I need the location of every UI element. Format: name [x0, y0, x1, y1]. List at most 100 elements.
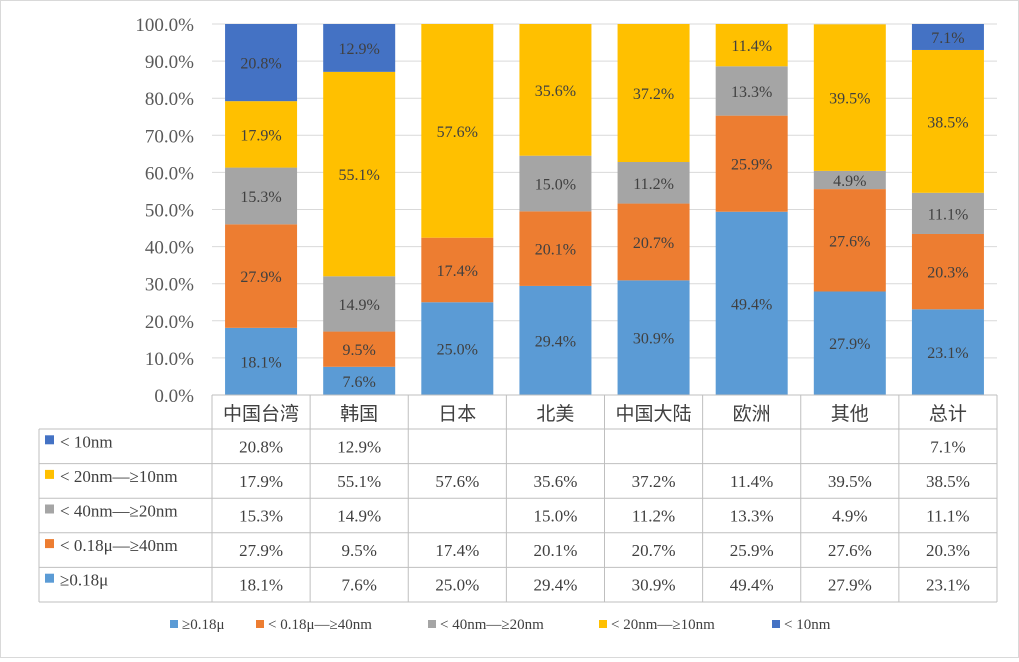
table-cell: 27.9%	[828, 576, 872, 595]
legend-key	[45, 539, 54, 549]
table-cell: 17.4%	[435, 541, 479, 560]
data-label: 15.3%	[240, 189, 281, 206]
y-tick-label: 60.0%	[145, 163, 194, 184]
data-label: 14.9%	[339, 297, 380, 314]
table-cell: 7.6%	[341, 576, 376, 595]
data-label: 7.6%	[343, 374, 376, 391]
bar-segment	[617, 162, 690, 204]
data-label: 13.3%	[731, 84, 772, 101]
data-label: 20.1%	[535, 242, 576, 259]
table-cell: 4.9%	[832, 507, 867, 526]
table-cell: 18.1%	[239, 576, 283, 595]
table-cell: 27.9%	[239, 541, 283, 560]
data-label: 30.9%	[633, 331, 674, 348]
table-cell: 23.1%	[926, 576, 970, 595]
data-label: 57.6%	[437, 124, 478, 141]
data-label: 55.1%	[339, 167, 380, 184]
bar-segment	[911, 49, 984, 193]
bar-segment	[519, 155, 592, 212]
table-cell: 25.9%	[730, 541, 774, 560]
bar-segment	[813, 170, 886, 190]
data-label: 20.7%	[633, 235, 674, 252]
data-label: 20.8%	[240, 56, 281, 73]
bar-segment	[617, 203, 690, 281]
bar-segment	[323, 276, 396, 332]
bar-segment	[715, 24, 788, 67]
data-label: 49.4%	[731, 296, 772, 313]
bar-segment	[617, 24, 690, 163]
bar-segment	[225, 101, 298, 168]
y-tick-label: 80.0%	[145, 89, 194, 110]
row-label: < 10nm	[60, 432, 113, 451]
category-label: 韩国	[340, 403, 378, 425]
data-label: 11.2%	[633, 176, 674, 193]
data-label: 29.4%	[535, 333, 576, 350]
data-label: 18.1%	[240, 354, 281, 371]
table-cell: 30.9%	[632, 576, 676, 595]
bar-segment	[911, 233, 984, 310]
bar-segment	[519, 285, 592, 395]
table-cell: 14.9%	[337, 507, 381, 526]
bar-segment	[323, 331, 396, 367]
table-cell: 11.1%	[926, 507, 969, 526]
bar-segment	[323, 366, 396, 395]
legend-swatch	[256, 620, 264, 628]
bar-segment	[421, 237, 494, 303]
data-label: 39.5%	[829, 91, 870, 108]
y-tick-label: 100.0%	[135, 15, 194, 36]
table-cell: 12.9%	[337, 437, 381, 456]
y-tick-label: 40.0%	[145, 238, 194, 259]
table-cell: 20.7%	[632, 541, 676, 560]
table-cell: 25.0%	[435, 576, 479, 595]
data-label: 27.6%	[829, 233, 870, 250]
bar-segment	[421, 24, 494, 238]
data-label: 37.2%	[633, 86, 674, 103]
row-label: < 40nm—≥20nm	[60, 502, 178, 521]
bar-segment	[323, 71, 396, 277]
table-cell: 20.1%	[533, 541, 577, 560]
legend-label: < 10nm	[784, 617, 831, 633]
table-cell: 15.3%	[239, 507, 283, 526]
bar-segment	[911, 309, 984, 395]
data-label: 11.4%	[731, 38, 772, 55]
table-cell: 27.6%	[828, 541, 872, 560]
y-tick-label: 50.0%	[145, 201, 194, 222]
table-cell: 29.4%	[533, 576, 577, 595]
data-label: 20.3%	[927, 265, 968, 282]
bar-segment	[911, 24, 984, 50]
table-cell: 11.2%	[632, 507, 675, 526]
legend-key	[45, 469, 54, 479]
bar-segment	[715, 115, 788, 212]
category-label: 中国大陆	[616, 403, 692, 425]
table-cell: 9.5%	[341, 541, 376, 560]
row-label: < 0.18μ—≥40nm	[60, 536, 178, 555]
bar-segment	[519, 211, 592, 286]
category-label: 总计	[929, 403, 967, 425]
bar-segment	[323, 24, 396, 72]
legend-swatch	[772, 620, 780, 628]
bar-segment	[225, 24, 298, 102]
bar-segment	[421, 302, 494, 395]
y-tick-label: 10.0%	[145, 349, 194, 370]
legend-swatch	[599, 620, 607, 628]
category-label: 其他	[831, 403, 869, 425]
bar-segment	[715, 66, 788, 116]
bar-segment	[813, 291, 886, 395]
data-label: 25.0%	[437, 342, 478, 359]
legend-key	[45, 435, 54, 445]
bar-segment	[225, 327, 298, 395]
data-label: 38.5%	[927, 114, 968, 131]
table-cell: 11.4%	[730, 472, 773, 491]
legend-label: < 0.18μ—≥40nm	[268, 617, 372, 633]
data-label: 12.9%	[339, 41, 380, 58]
bar-segment	[813, 24, 886, 171]
y-tick-label: 90.0%	[145, 52, 194, 73]
legend-swatch	[428, 620, 436, 628]
data-label: 4.9%	[833, 173, 866, 190]
data-label: 27.9%	[240, 269, 281, 286]
table-cell: 57.6%	[435, 472, 479, 491]
table-cell: 17.9%	[239, 472, 283, 491]
data-label: 25.9%	[731, 157, 772, 174]
